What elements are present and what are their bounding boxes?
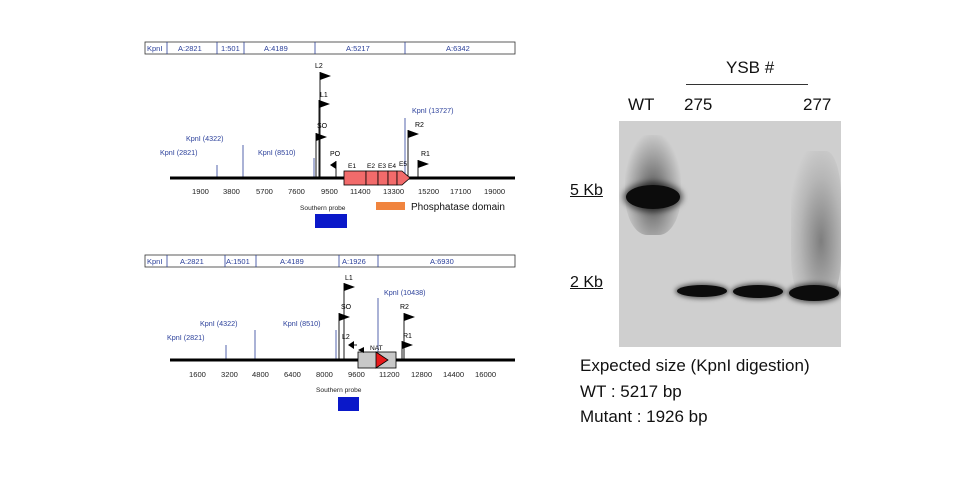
bottom-tick: 6400 <box>284 370 301 379</box>
top-probe-label: Southern probe <box>300 205 346 212</box>
bottom-segment-prefix: KpnI <box>147 257 162 266</box>
svg-text:R1: R1 <box>403 333 412 340</box>
bottom-segment-label: A:2821 <box>180 257 204 266</box>
expected-size-mutant: Mutant : 1926 bp <box>580 407 708 426</box>
bottom-tick: 8000 <box>316 370 333 379</box>
legend-swatch <box>376 202 405 210</box>
top-segment-label: A:4189 <box>264 44 288 53</box>
bottom-tick: 11200 <box>379 370 400 379</box>
top-tick: 3800 <box>223 187 240 196</box>
top-segment-label: A:5217 <box>346 44 370 53</box>
svg-text:PO: PO <box>330 151 341 158</box>
lane-label-277: 277 <box>803 95 832 114</box>
bottom-kpn-label: KpnI (10438) <box>384 288 426 297</box>
gene-maps: KpnI A:2821 1:501 A:4189 A:5217 A:6342 K… <box>144 41 516 411</box>
bottom-southern-probe <box>338 397 359 411</box>
bottom-kpn-label: KpnI (2821) <box>167 333 205 342</box>
exon-label: E4 <box>388 163 396 170</box>
lane-label-wt: WT <box>628 95 655 114</box>
top-primer-R1: R1 <box>417 151 430 178</box>
svg-text:SO: SO <box>317 123 328 130</box>
svg-text:L2: L2 <box>315 63 323 70</box>
legend-label: Phosphatase domain <box>411 202 505 213</box>
top-primer-R2: R2 <box>407 122 424 178</box>
wt-band-5kb <box>626 185 680 209</box>
bottom-segment-bar <box>144 254 516 268</box>
ysb-underline <box>686 84 808 85</box>
top-tick: 9500 <box>321 187 338 196</box>
nat-arrow <box>375 351 389 369</box>
top-segment-label: 1:501 <box>221 44 240 53</box>
exon-label: E2 <box>367 163 375 170</box>
top-tick: 17100 <box>450 187 471 196</box>
exon-label: E1 <box>348 163 356 170</box>
exon-label: E3 <box>378 163 386 170</box>
svg-text:L1: L1 <box>345 275 353 282</box>
bottom-segment-label: A:4189 <box>280 257 304 266</box>
bottom-tick: 14400 <box>443 370 464 379</box>
bottom-kpn-label: KpnI (4322) <box>200 319 238 328</box>
nat-primer-flag <box>358 347 364 353</box>
top-primer-L2: L2 <box>315 63 331 178</box>
bottom-probe-label: Southern probe <box>316 387 362 394</box>
bottom-primer-SO: SO <box>338 304 352 360</box>
nat-label: NAT <box>370 345 383 352</box>
top-tick: 13300 <box>383 187 404 196</box>
bottom-kpn-label: KpnI (8510) <box>283 319 321 328</box>
svg-text:R2: R2 <box>400 304 409 311</box>
svg-text:R2: R2 <box>415 122 424 129</box>
top-tick: 5700 <box>256 187 273 196</box>
top-map: KpnI A:2821 1:501 A:4189 A:5217 A:6342 K… <box>144 41 516 228</box>
bottom-primer-R2: R2 <box>400 304 415 360</box>
bottom-tick: 16000 <box>475 370 496 379</box>
top-primer-PO: PO <box>330 151 341 178</box>
top-southern-probe <box>315 214 347 228</box>
top-primer-SO: SO <box>315 123 328 178</box>
bottom-tick: 12800 <box>411 370 432 379</box>
size-marker-5kb: 5 Kb <box>570 182 603 199</box>
expected-size-title: Expected size (KpnI digestion) <box>580 356 810 375</box>
top-exons: E1 E2 E3 E4 E5 <box>343 161 411 186</box>
top-tick: 7600 <box>288 187 305 196</box>
size-marker-2kb: 2 Kb <box>570 274 603 291</box>
bottom-tick: 3200 <box>221 370 238 379</box>
southern-blot-panel: YSB # WT 275 277 5 Kb 2 Kb Expected size… <box>560 0 960 480</box>
svg-text:L2: L2 <box>342 334 350 341</box>
top-segment-label: A:2821 <box>178 44 202 53</box>
top-segment-bar <box>144 41 516 55</box>
top-kpn-label: KpnI (2821) <box>160 148 198 157</box>
lane-275-band-2kb <box>677 285 727 297</box>
bottom-segment-label: A:6930 <box>430 257 454 266</box>
bottom-tick: 4800 <box>252 370 269 379</box>
bottom-primer-L1: L1 <box>343 275 355 360</box>
svg-text:L1: L1 <box>320 92 328 99</box>
lane-label-275: 275 <box>684 95 713 114</box>
top-tick: 1900 <box>192 187 209 196</box>
bottom-map: KpnI A:2821 A:1501 A:4189 A:1926 A:6930 … <box>144 254 516 411</box>
top-tick: 11400 <box>350 187 371 196</box>
lane-276-band-2kb <box>733 285 783 298</box>
bottom-primer-R1: R1 <box>401 333 413 360</box>
svg-text:R1: R1 <box>421 151 430 158</box>
top-segment-label: A:6342 <box>446 44 470 53</box>
gel-blot <box>619 121 841 347</box>
top-kpn-label: KpnI (8510) <box>258 148 296 157</box>
top-kpn-label: KpnI (4322) <box>186 134 224 143</box>
top-tick: 15200 <box>418 187 439 196</box>
lane-277-band-2kb <box>789 285 839 301</box>
bottom-primer-L2: L2 <box>342 334 357 349</box>
ysb-header: YSB # <box>726 58 775 77</box>
svg-text:SO: SO <box>341 304 352 311</box>
exon-label: E5 <box>399 161 407 168</box>
bottom-tick: 9600 <box>348 370 365 379</box>
lane-277-smear <box>791 151 841 301</box>
bottom-segment-label: A:1926 <box>342 257 366 266</box>
bottom-segment-label: A:1501 <box>226 257 250 266</box>
top-segment-prefix: KpnI <box>147 44 162 53</box>
top-tick: 19000 <box>484 187 505 196</box>
top-kpn-label: KpnI (13727) <box>412 106 454 115</box>
expected-size-wt: WT : 5217 bp <box>580 382 682 401</box>
bottom-tick: 1600 <box>189 370 206 379</box>
